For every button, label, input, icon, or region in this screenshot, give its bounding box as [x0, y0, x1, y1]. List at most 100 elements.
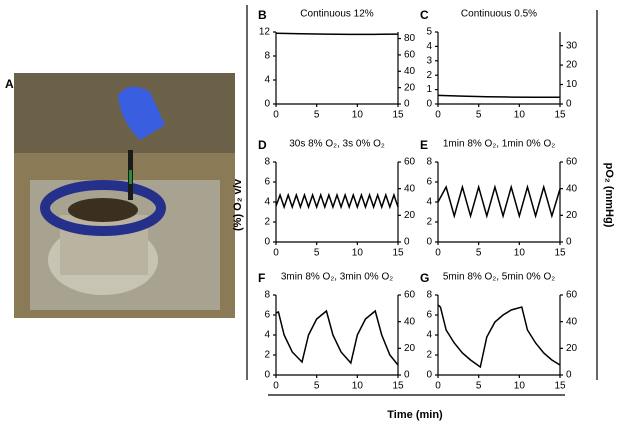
photo — [14, 73, 235, 318]
y-tick-label: 5 — [426, 27, 432, 38]
x-tick-label: 10 — [514, 381, 526, 392]
x-tick-label: 5 — [314, 248, 320, 259]
y-tick-label: 2 — [426, 70, 432, 81]
y-tick-label: 2 — [264, 217, 270, 228]
y-tick-label: 8 — [264, 290, 270, 301]
y-tick-label: 4 — [426, 41, 432, 52]
y2-tick-label: 60 — [566, 290, 578, 301]
data-line — [437, 184, 561, 219]
panel-label: E — [420, 138, 428, 152]
y-tick-label: 6 — [264, 177, 270, 188]
y-tick-label: 8 — [426, 157, 432, 168]
y2-tick-label: 0 — [404, 99, 410, 110]
panel-label: D — [258, 138, 267, 152]
y2-tick-label: 40 — [404, 66, 416, 77]
panel-label: B — [258, 8, 267, 22]
panel-label: C — [420, 8, 429, 22]
y-tick-label: 0 — [426, 237, 432, 248]
x-axis-title: Time (min) — [387, 409, 443, 421]
panel-label: F — [258, 271, 265, 285]
y-tick-label: 1 — [426, 84, 432, 95]
x-tick-label: 5 — [476, 248, 482, 259]
y-tick-label: 8 — [426, 290, 432, 301]
x-tick-label: 10 — [352, 381, 364, 392]
x-tick-label: 0 — [435, 248, 441, 259]
data-line — [275, 32, 399, 36]
y-tick-label: 0 — [264, 237, 270, 248]
x-tick-label: 10 — [352, 248, 364, 259]
y2-tick-label: 20 — [404, 343, 416, 354]
x-tick-label: 10 — [514, 248, 526, 259]
y2-tick-label: 80 — [404, 33, 416, 44]
data-line — [275, 309, 399, 366]
y2-tick-label: 40 — [404, 316, 416, 327]
y2-tick-label: 20 — [566, 60, 578, 71]
y2-tick-label: 10 — [566, 79, 578, 90]
y-tick-label: 4 — [264, 330, 270, 341]
x-tick-label: 10 — [352, 110, 364, 121]
y2-tick-label: 40 — [566, 316, 578, 327]
y-tick-label: 6 — [426, 310, 432, 321]
y2-tick-label: 20 — [566, 210, 578, 221]
x-tick-label: 5 — [476, 381, 482, 392]
y2-tick-label: 60 — [404, 50, 416, 61]
x-tick-label: 5 — [314, 110, 320, 121]
y2-tick-label: 30 — [566, 40, 578, 51]
y2-tick-label: 0 — [566, 237, 572, 248]
x-tick-label: 5 — [476, 110, 482, 121]
y-tick-label: 12 — [259, 27, 271, 38]
y-tick-label: 0 — [264, 99, 270, 110]
y2-tick-label: 0 — [566, 99, 572, 110]
y-tick-label: 4 — [426, 330, 432, 341]
y2-tick-label: 60 — [566, 157, 578, 168]
data-line — [275, 192, 399, 210]
y-tick-label: 4 — [426, 197, 432, 208]
x-tick-label: 0 — [273, 110, 279, 121]
x-tick-label: 15 — [392, 248, 404, 259]
chart-title: Continuous 12% — [300, 9, 373, 20]
y-tick-label: 8 — [264, 51, 270, 62]
chart-title: 3min 8% O₂, 3min 0% O₂ — [281, 272, 393, 283]
x-tick-label: 15 — [392, 110, 404, 121]
y2-tick-label: 0 — [404, 370, 410, 381]
y-tick-label: 8 — [264, 157, 270, 168]
y2-tick-label: 40 — [404, 183, 416, 194]
chart-title: Continuous 0.5% — [461, 9, 537, 20]
y-tick-label: 3 — [426, 55, 432, 66]
y-axis-title: (%) O₂ v/v — [232, 178, 244, 231]
x-tick-label: 10 — [514, 110, 526, 121]
y-tick-label: 0 — [264, 370, 270, 381]
y-tick-label: 0 — [426, 370, 432, 381]
y-tick-label: 2 — [264, 350, 270, 361]
x-tick-label: 0 — [435, 110, 441, 121]
chart-title: 30s 8% O₂, 3s 0% O₂ — [289, 139, 385, 150]
data-line — [437, 304, 561, 369]
data-line — [437, 94, 560, 98]
y2-axis-title: pO₂ (mmHg) — [603, 163, 615, 228]
y-tick-label: 2 — [426, 217, 432, 228]
panel-label: G — [420, 271, 429, 285]
y2-tick-label: 20 — [404, 210, 416, 221]
x-tick-label: 15 — [554, 381, 566, 392]
y-tick-label: 0 — [426, 99, 432, 110]
y-tick-label: 6 — [264, 310, 270, 321]
y2-tick-label: 40 — [566, 183, 578, 194]
x-tick-label: 15 — [392, 381, 404, 392]
y2-tick-label: 0 — [404, 237, 410, 248]
x-tick-label: 0 — [273, 248, 279, 259]
chart-title: 5min 8% O₂, 5min 0% O₂ — [443, 272, 555, 283]
chart-title: 1min 8% O₂, 1min 0% O₂ — [443, 139, 555, 150]
x-tick-label: 15 — [554, 248, 566, 259]
y2-tick-label: 20 — [566, 343, 578, 354]
y2-tick-label: 0 — [566, 370, 572, 381]
y2-tick-label: 60 — [404, 157, 416, 168]
y2-tick-label: 20 — [404, 82, 416, 93]
y-tick-label: 4 — [264, 197, 270, 208]
x-tick-label: 15 — [554, 110, 566, 121]
panel-label: A — [5, 77, 14, 91]
y-tick-label: 4 — [264, 75, 270, 86]
x-tick-label: 0 — [273, 381, 279, 392]
y2-tick-label: 60 — [404, 290, 416, 301]
x-tick-label: 5 — [314, 381, 320, 392]
